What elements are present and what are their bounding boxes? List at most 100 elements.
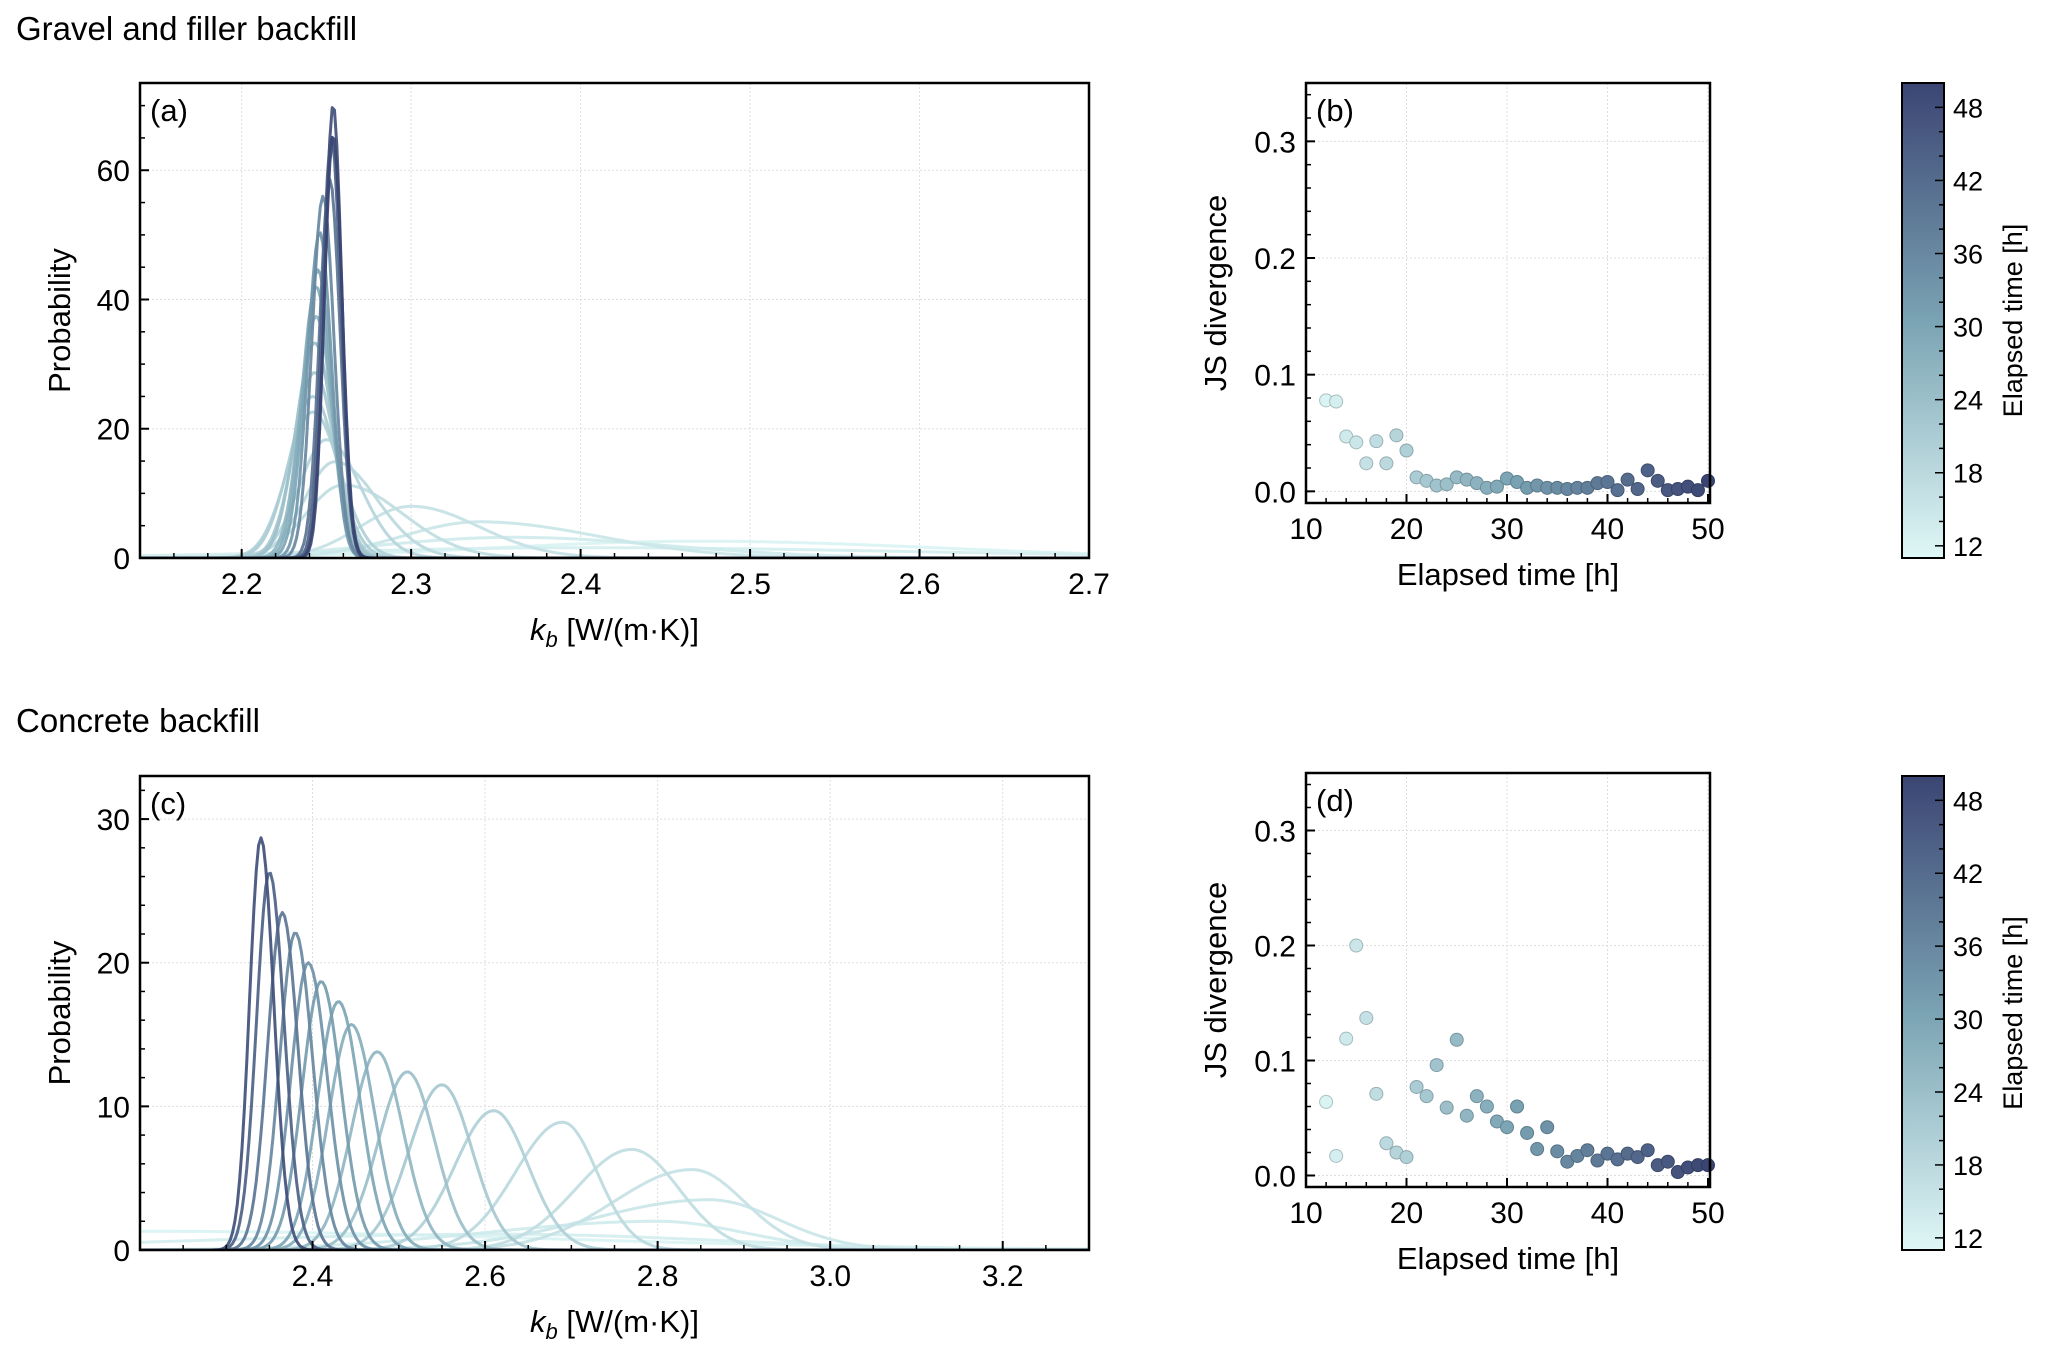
colorbar-tick-label: 48 — [1953, 786, 1983, 816]
scatter-points — [1319, 938, 1715, 1180]
kde-curve-h32 — [140, 980, 1089, 1250]
panel-c: 2.4 2.6 2.8 3.0 3.2 0 10 20 30 (c) Probability kb [… — [42, 774, 1091, 1344]
colorbar-tick-label: 36 — [1953, 240, 1983, 270]
kde-curve-h36 — [140, 194, 1089, 558]
y-tick-label: 20 — [97, 948, 130, 981]
y-tick-label: 40 — [97, 284, 130, 317]
scatter-point — [1520, 1125, 1535, 1140]
section-title-concrete: Concrete backfill — [16, 702, 260, 739]
scatter-point — [1329, 394, 1344, 409]
colorbar-tick-label: 12 — [1953, 1224, 1983, 1254]
y-tick-label: 0.0 — [1254, 476, 1296, 509]
axes-frame — [1304, 771, 1712, 1189]
scatter-point — [1449, 1032, 1464, 1047]
kde-curve-h48 — [140, 836, 1089, 1250]
kde-curve-h26 — [140, 315, 1089, 558]
panel-d: 10 20 30 40 50 0.0 0.1 0.2 0.3 (d) JS divergence El… — [1198, 771, 1725, 1276]
x-tick-label: 3.2 — [982, 1260, 1024, 1293]
scatter-point — [1499, 1120, 1514, 1135]
scatter-point — [1640, 463, 1655, 478]
colorbar-tick-label: 18 — [1953, 459, 1983, 489]
panel-label: (c) — [150, 786, 186, 821]
scatter-point — [1399, 443, 1414, 458]
colorbar-label: Elapsed time [h] — [1998, 916, 2028, 1110]
scatter-point — [1359, 456, 1374, 471]
y-tick-label: 0.3 — [1254, 816, 1296, 849]
scatter-point — [1690, 483, 1705, 498]
kde-curve-h28 — [140, 285, 1089, 558]
x-tick-label: 40 — [1591, 513, 1624, 546]
scatter-point — [1550, 1144, 1565, 1159]
scatter-point — [1580, 1143, 1595, 1158]
scatter-point — [1540, 1120, 1555, 1135]
y-tick-label: 0 — [113, 1235, 130, 1268]
kde-curve-h44 — [140, 136, 1089, 558]
kde-curve-h36 — [140, 931, 1089, 1250]
x-tick-label: 20 — [1390, 1197, 1423, 1230]
scatter-point — [1439, 477, 1454, 492]
scatter-point — [1590, 1153, 1605, 1168]
panel-label: (b) — [1316, 93, 1354, 128]
x-tick-label: 3.0 — [809, 1260, 851, 1293]
x-axis-label: Elapsed time [h] — [1397, 1241, 1619, 1276]
colorbar-bar — [1901, 82, 1945, 559]
kde-curve-h16 — [140, 1168, 1089, 1250]
y-tick-label: 0.3 — [1254, 126, 1296, 159]
x-label-symbol: k — [530, 1304, 547, 1339]
x-tick-label: 50 — [1691, 1197, 1724, 1230]
colorbar-tick-label: 30 — [1953, 313, 1983, 343]
x-tick-label: 2.4 — [292, 1260, 334, 1293]
colorbar-tick-label: 24 — [1953, 1078, 1983, 1108]
kde-curve-h24 — [140, 341, 1089, 558]
x-label-subscript: b — [546, 627, 558, 652]
colorbar-b: 12 18 24 30 36 42 48 Elapsed time [h] — [1901, 82, 2028, 562]
scatter-point — [1489, 479, 1504, 494]
x-axis-label: kb [W/(m·K)] — [530, 612, 699, 652]
scatter-point — [1349, 938, 1364, 953]
x-tick-label: 50 — [1691, 513, 1724, 546]
x-tick-label: 2.7 — [1068, 568, 1110, 601]
panel-a: 2.2 2.3 2.4 2.5 2.6 2.7 0 20 40 60 (a) Probability k… — [42, 81, 1110, 652]
scatter-point — [1630, 482, 1645, 496]
scatter-point — [1630, 1150, 1645, 1165]
kde-curve-h26 — [140, 1050, 1089, 1250]
x-axis-label: Elapsed time [h] — [1397, 557, 1619, 592]
x-tick-label: 40 — [1591, 1197, 1624, 1230]
colorbar-tick-label: 18 — [1953, 1151, 1983, 1181]
scatter-point — [1419, 1089, 1434, 1104]
colorbar-bar — [1901, 775, 1945, 1251]
y-tick-label: 0.1 — [1254, 360, 1296, 393]
scatter-point — [1469, 1089, 1484, 1104]
x-tick-label: 2.5 — [729, 568, 771, 601]
y-tick-label: 20 — [97, 414, 130, 447]
scatter-point — [1389, 428, 1404, 443]
x-tick-label: 2.2 — [221, 568, 263, 601]
scatter-point — [1530, 1142, 1545, 1157]
x-tick-label: 2.6 — [464, 1260, 506, 1293]
scatter-point — [1379, 1136, 1394, 1151]
kde-curve-h18 — [140, 460, 1089, 558]
scatter-point — [1369, 434, 1384, 449]
x-tick-label: 30 — [1490, 1197, 1523, 1230]
kde-curves — [140, 836, 1089, 1250]
colorbar-tick-label: 30 — [1953, 1005, 1983, 1035]
kde-curve-h17 — [140, 1148, 1089, 1250]
y-tick-label: 0.1 — [1254, 1046, 1296, 1079]
x-tick-label: 10 — [1289, 513, 1322, 546]
y-axis-label: JS divergence — [1198, 195, 1233, 391]
kde-curve-h44 — [140, 871, 1089, 1250]
x-tick-label: 20 — [1390, 513, 1423, 546]
x-label-units: [W/(m·K)] — [558, 1304, 699, 1339]
y-tick-label: 0 — [113, 543, 130, 576]
scatter-point — [1349, 435, 1364, 450]
kde-curves — [140, 106, 1089, 558]
scatter-point — [1339, 1031, 1354, 1046]
kde-curve-h28 — [140, 1023, 1089, 1250]
colorbar-tick-label: 42 — [1953, 166, 1983, 196]
scatter-point — [1439, 1100, 1454, 1115]
kde-curve-h40 — [140, 911, 1089, 1250]
kde-curve-h30 — [140, 1000, 1089, 1250]
scatter-point — [1620, 472, 1635, 487]
scatter-points — [1319, 393, 1715, 498]
